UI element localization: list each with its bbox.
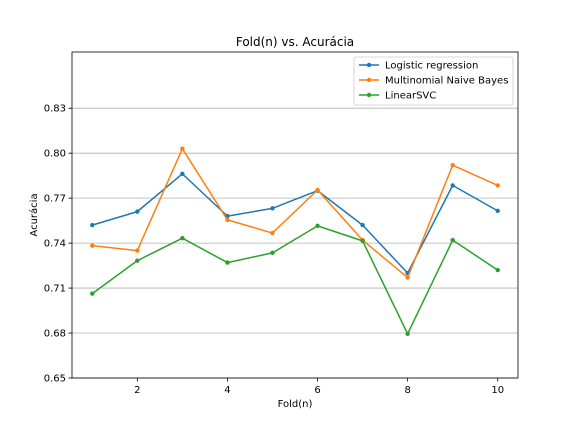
data-point <box>180 146 185 151</box>
data-point <box>315 187 320 193</box>
series-line <box>92 173 499 274</box>
y-tick-label: 0.68 <box>44 329 66 340</box>
series-linearsvc <box>90 223 500 336</box>
data-point <box>270 250 275 256</box>
legend-marker <box>366 92 372 98</box>
series-layer <box>90 146 500 336</box>
data-point <box>450 162 455 168</box>
x-tick-label: 4 <box>224 385 230 396</box>
x-tick-label: 8 <box>404 385 410 396</box>
legend-item: LinearSVC <box>359 91 436 102</box>
legend-marker <box>366 77 372 83</box>
legend-item: Logistic regression <box>359 61 478 72</box>
series-line <box>91 225 499 335</box>
legend-item: Multinomial Naive Bayes <box>359 76 508 87</box>
legend-label: Multinomial Naive Bayes <box>385 76 508 87</box>
data-point <box>90 243 95 248</box>
legend-marker <box>366 62 372 68</box>
series-line <box>92 147 499 279</box>
data-point <box>405 275 410 280</box>
x-tick-label: 6 <box>314 385 320 396</box>
y-axis: 0.65 0.68 0.71 0.74 0.77 0.80 0.83 <box>44 104 72 385</box>
y-tick-label: 0.74 <box>44 239 66 250</box>
x-axis: 2 4 6 8 10 <box>134 378 504 396</box>
chart-title: Fold(n) vs. Acurácia <box>236 35 354 49</box>
y-tick-label: 0.83 <box>44 104 66 115</box>
data-point <box>225 217 230 223</box>
data-point <box>225 260 230 265</box>
y-tick-label: 0.71 <box>44 284 66 295</box>
data-point <box>135 209 140 214</box>
data-point <box>360 238 365 244</box>
x-tick-label: 2 <box>134 385 140 396</box>
y-tick-label: 0.65 <box>44 374 66 385</box>
data-point <box>270 206 275 211</box>
data-point <box>450 237 455 243</box>
data-point <box>180 235 185 241</box>
plot-frame <box>71 51 519 379</box>
data-point <box>315 223 320 229</box>
data-point <box>270 230 275 236</box>
legend: Logistic regression Multinomial Naive Bay… <box>353 56 514 106</box>
x-axis-label: Fold(n) <box>278 399 313 410</box>
data-point <box>90 291 95 296</box>
legend-box <box>353 56 514 106</box>
data-point <box>90 222 95 228</box>
data-point <box>135 258 140 263</box>
data-point <box>360 222 365 228</box>
legend-label: Logistic regression <box>385 61 478 72</box>
y-axis-label: Acurácia <box>28 193 40 236</box>
y-tick-label: 0.80 <box>44 149 66 160</box>
y-tick-label: 0.77 <box>44 194 66 205</box>
data-point <box>495 183 500 188</box>
data-point <box>495 208 500 214</box>
data-point <box>495 267 500 273</box>
data-point <box>405 331 410 336</box>
series-logistic-regression <box>90 171 500 276</box>
data-point <box>180 171 185 177</box>
x-tick-label: 10 <box>491 385 504 396</box>
legend-label: LinearSVC <box>385 91 436 102</box>
data-point <box>450 183 455 188</box>
data-point <box>135 248 140 253</box>
